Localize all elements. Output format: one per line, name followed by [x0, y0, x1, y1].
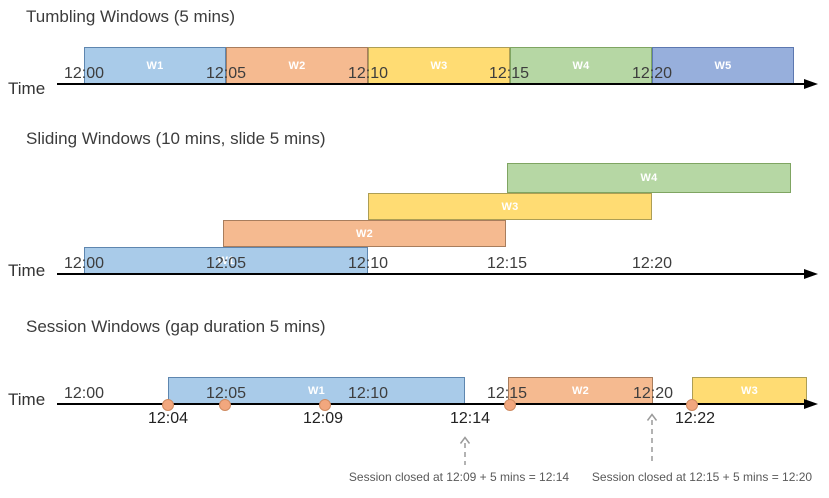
tumbling-time-label: Time — [8, 79, 46, 98]
window-label: W2 — [288, 59, 306, 72]
sliding-tick-1200: 12:00 — [63, 255, 105, 273]
event-dot — [686, 399, 698, 411]
tumbling-window-w4: W4 — [510, 47, 652, 84]
window-label: W1 — [217, 254, 235, 267]
sliding-title: Sliding Windows (10 mins, slide 5 mins) — [26, 129, 326, 148]
window-label: W2 — [571, 384, 590, 397]
annotation-arrow-icon — [459, 436, 471, 465]
sliding-window-w4: W4 — [507, 163, 791, 193]
tumbling-window-w2: W2 — [226, 47, 368, 84]
window-label: W4 — [640, 172, 658, 184]
tumbling-tick-1215: 12:15 — [488, 65, 530, 83]
session-close-note-1: Session closed at 12:09 + 5 mins = 12:14 — [348, 470, 570, 484]
sliding-time-label: Time — [8, 261, 46, 280]
window-label: W5 — [714, 59, 732, 72]
session-axis-arrowhead-icon — [804, 399, 818, 409]
event-dot — [219, 399, 231, 411]
window-label: W3 — [430, 59, 448, 72]
event-label-1209: 12:09 — [302, 410, 344, 427]
session-tick-1200: 12:00 — [63, 385, 105, 403]
session-close-note-2: Session closed at 12:15 + 5 mins = 12:20 — [591, 470, 813, 484]
window-label: W1 — [307, 384, 326, 397]
session-title: Session Windows (gap duration 5 mins) — [26, 317, 326, 336]
session-window-w3: W3 — [692, 377, 807, 404]
tumbling-window-w1: W1 — [84, 47, 226, 84]
tumbling-window-w3: W3 — [368, 47, 510, 84]
sliding-tick-1205: 12:05 — [205, 255, 247, 273]
tumbling-tick-1200: 12:00 — [63, 65, 105, 83]
tumbling-axis — [57, 83, 806, 85]
sliding-tick-1210: 12:10 — [347, 255, 389, 273]
sliding-tick-1220: 12:20 — [631, 255, 673, 273]
window-label: W3 — [501, 200, 519, 213]
sliding-axis — [57, 273, 806, 275]
event-label-1222: 12:22 — [674, 410, 716, 427]
sliding-tick-1215: 12:15 — [486, 255, 528, 273]
window-label: W3 — [740, 384, 759, 397]
window-label: W1 — [146, 59, 164, 72]
session-time-label: Time — [8, 390, 46, 409]
event-dot — [319, 399, 331, 411]
session-tick-1215: 12:15 — [486, 385, 528, 403]
tumbling-tick-1205: 12:05 — [205, 65, 247, 83]
tumbling-tick-1210: 12:10 — [347, 65, 389, 83]
event-label-1204: 12:04 — [147, 410, 189, 427]
session-window-w2: W2 — [508, 377, 653, 404]
tumbling-tick-1220: 12:20 — [631, 65, 673, 83]
event-dot — [162, 399, 174, 411]
annotation-arrow-icon — [646, 413, 658, 465]
session-tick-1205: 12:05 — [205, 385, 247, 403]
event-label-1214: 12:14 — [449, 410, 491, 427]
tumbling-axis-arrowhead-icon — [804, 79, 818, 89]
tumbling-title: Tumbling Windows (5 mins) — [26, 7, 236, 26]
session-axis — [57, 403, 806, 405]
window-label: W4 — [572, 59, 590, 72]
tumbling-window-w5: W5 — [652, 47, 794, 84]
sliding-window-w2: W2 — [223, 220, 506, 247]
session-tick-1220: 12:20 — [632, 385, 674, 403]
window-label: W2 — [355, 227, 374, 240]
event-dot — [504, 399, 516, 411]
sliding-axis-arrowhead-icon — [804, 269, 818, 279]
session-tick-1210: 12:10 — [347, 385, 389, 403]
sliding-window-w3: W3 — [368, 193, 652, 220]
